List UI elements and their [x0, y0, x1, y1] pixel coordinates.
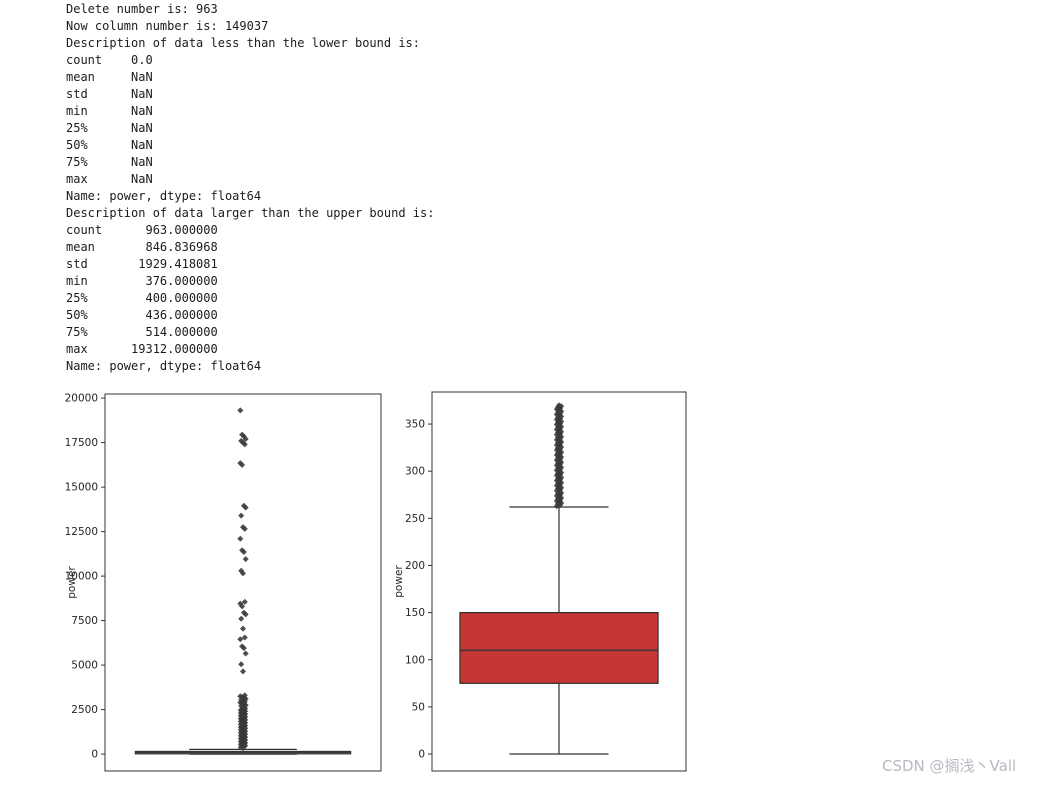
svg-text:350: 350 — [405, 419, 425, 431]
svg-text:20000: 20000 — [65, 393, 98, 405]
svg-text:0: 0 — [418, 749, 425, 761]
svg-text:17500: 17500 — [65, 437, 98, 449]
watermark: CSDN @搁浅丶Vall — [882, 757, 1017, 775]
svg-text:12500: 12500 — [65, 526, 98, 538]
svg-text:10000: 10000 — [65, 571, 98, 583]
svg-text:200: 200 — [405, 560, 425, 572]
svg-text:250: 250 — [405, 513, 425, 525]
svg-text:2500: 2500 — [71, 704, 98, 716]
svg-text:100: 100 — [405, 654, 425, 666]
svg-text:15000: 15000 — [65, 482, 98, 494]
svg-text:300: 300 — [405, 466, 425, 478]
boxplot-power-original: 0 2500 5000 7500 10000 12500 15000 17500 20000 po… — [65, 393, 382, 772]
svg-text:50: 50 — [412, 701, 425, 713]
boxplot-power-cleaned: 0 50 100 150 200 250 300 350 power — [395, 391, 687, 772]
svg-text:0: 0 — [91, 749, 98, 761]
console-output: Delete number is: 963 Now column number … — [66, 2, 435, 373]
svg-text:5000: 5000 — [71, 660, 98, 672]
svg-text:150: 150 — [405, 607, 425, 619]
svg-text:7500: 7500 — [71, 615, 98, 627]
svg-text:power: power — [395, 565, 405, 598]
svg-text:power: power — [66, 566, 78, 599]
